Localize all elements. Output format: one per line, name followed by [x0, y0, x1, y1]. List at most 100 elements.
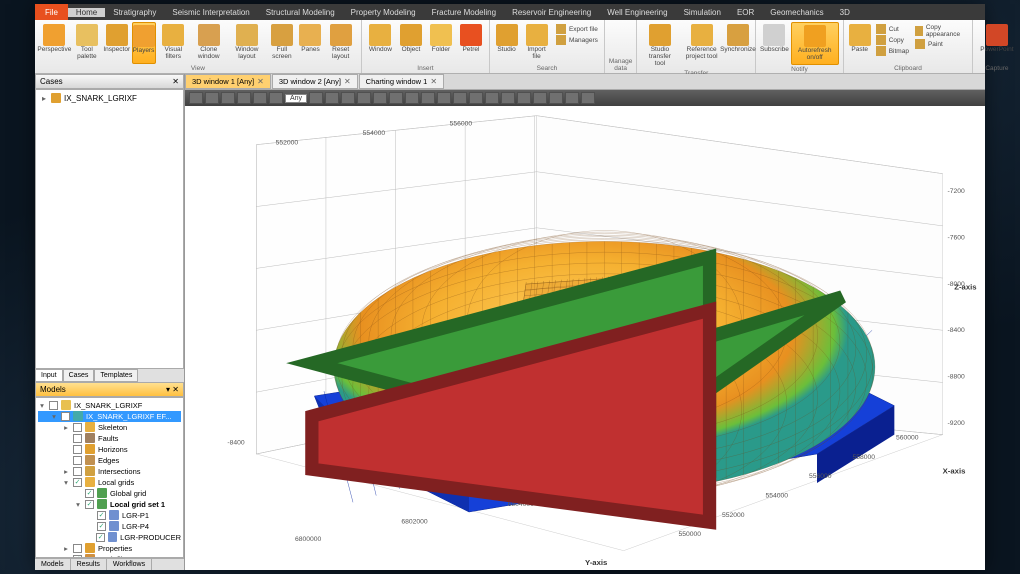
ribbon-players[interactable]: Players	[132, 22, 156, 64]
ribbon-window-layout[interactable]: Window layout	[228, 22, 265, 64]
view-tab[interactable]: Charting window 1✕	[359, 74, 444, 89]
tree-item[interactable]: ✓LGR-PRODUCER	[38, 532, 181, 543]
tool-btn[interactable]	[389, 92, 403, 104]
menu-tab-eor[interactable]: EOR	[729, 8, 762, 17]
panel-tab-cases[interactable]: Cases	[63, 369, 95, 382]
file-menu[interactable]: File	[35, 4, 68, 20]
view-tab[interactable]: 3D window 1 [Any]✕	[185, 74, 271, 89]
tool-btn[interactable]	[581, 92, 595, 104]
menu-tab-reservoir-engineering[interactable]: Reservoir Engineering	[504, 8, 599, 17]
3d-viewport[interactable]: X-axisY-axisZ-axis-7200-7600-8000-8400-8…	[185, 106, 985, 570]
ribbon-synchronize[interactable]: Synchronize	[725, 22, 751, 69]
tree-item[interactable]: ▾IX_SNARK_LGRIXF EF...	[38, 411, 181, 422]
tree-item[interactable]: ✓Global grid	[38, 488, 181, 499]
menu-tab-fracture-modeling[interactable]: Fracture Modeling	[424, 8, 504, 17]
tree-item[interactable]: Edges	[38, 455, 181, 466]
tool-btn[interactable]	[341, 92, 355, 104]
tree-item[interactable]: ▾IX_SNARK_LGRIXF	[38, 400, 181, 411]
tree-item[interactable]: ▸Properties	[38, 543, 181, 554]
tool-btn[interactable]	[373, 92, 387, 104]
bottom-tab-workflows[interactable]: Workflows	[107, 559, 152, 570]
tree-item[interactable]: ▸Skeleton	[38, 422, 181, 433]
ribbon-managers[interactable]: Managers	[554, 35, 600, 45]
ribbon-studio[interactable]: Studio	[494, 22, 519, 64]
menu-tab-geomechanics[interactable]: Geomechanics	[762, 8, 831, 17]
menu-tab-simulation[interactable]: Simulation	[676, 8, 729, 17]
tool-btn[interactable]	[501, 92, 515, 104]
close-icon[interactable]: ✕	[172, 77, 179, 86]
tree-item[interactable]: Faults	[38, 433, 181, 444]
tool-btn[interactable]	[533, 92, 547, 104]
menu-tab-property-modeling[interactable]: Property Modeling	[343, 8, 424, 17]
ribbon-tool-palette[interactable]: Tool palette	[72, 22, 102, 64]
ribbon-clone-window[interactable]: Clone window	[191, 22, 227, 64]
panel-tab-input[interactable]: Input	[35, 369, 63, 382]
menu-tab-structural-modeling[interactable]: Structural Modeling	[258, 8, 343, 17]
ribbon-inspector[interactable]: Inspector	[104, 22, 130, 64]
tool-btn[interactable]	[485, 92, 499, 104]
bottom-tab-results[interactable]: Results	[71, 559, 107, 570]
bottom-tab-models[interactable]: Models	[35, 559, 71, 570]
ribbon-export-file[interactable]: Export file	[554, 24, 600, 34]
tree-item[interactable]: ▸Intersections	[38, 466, 181, 477]
tool-btn[interactable]	[437, 92, 451, 104]
ribbon-folder[interactable]: Folder	[427, 22, 455, 64]
menu-tab-3d[interactable]: 3D	[832, 8, 858, 17]
ribbon-studio-transfer-tool[interactable]: Studio transfer tool	[641, 22, 678, 69]
menu-tab-well-engineering[interactable]: Well Engineering	[599, 8, 675, 17]
tool-btn[interactable]	[405, 92, 419, 104]
tree-item[interactable]: ▾✓Local grids	[38, 477, 181, 488]
tool-btn[interactable]	[517, 92, 531, 104]
ribbon-reference-project-tool[interactable]: Reference project tool	[681, 22, 723, 69]
compass-icon[interactable]	[185, 106, 977, 562]
tool-btn[interactable]	[237, 92, 251, 104]
tree-item[interactable]: ✓LGR-P1	[38, 510, 181, 521]
tool-btn[interactable]	[453, 92, 467, 104]
ribbon-copy[interactable]: Copy	[874, 35, 911, 45]
tool-btn[interactable]	[565, 92, 579, 104]
tool-btn[interactable]	[205, 92, 219, 104]
tool-btn[interactable]	[309, 92, 323, 104]
any-selector[interactable]: Any	[285, 94, 307, 103]
menu-tab-stratigraphy[interactable]: Stratigraphy	[105, 8, 164, 17]
tree-item[interactable]: ✓LGR-P4	[38, 521, 181, 532]
ribbon-full-screen[interactable]: Full screen	[267, 22, 296, 64]
tool-btn[interactable]	[357, 92, 371, 104]
ribbon-paste[interactable]: Paste	[848, 22, 872, 64]
ribbon-perspective[interactable]: Perspective	[39, 22, 70, 64]
ribbon-import-file[interactable]: Import file	[521, 22, 552, 64]
tool-btn[interactable]	[269, 92, 283, 104]
tool-btn[interactable]	[549, 92, 563, 104]
menu-bar: File HomeStratigraphySeismic Interpretat…	[35, 4, 985, 20]
menu-tab-home[interactable]: Home	[68, 8, 105, 17]
cases-panel-header: Cases ✕	[35, 74, 184, 89]
close-icon[interactable]: ✕	[257, 77, 264, 86]
ribbon-visual-filters[interactable]: Visual filters	[158, 22, 189, 64]
panel-tab-templates[interactable]: Templates	[94, 369, 138, 382]
ribbon-panes[interactable]: Panes	[298, 22, 322, 64]
ribbon-reset-layout[interactable]: Reset layout	[324, 22, 356, 64]
tree-item[interactable]: ▾✓Local grid set 1	[38, 499, 181, 510]
view-tab[interactable]: 3D window 2 [Any]✕	[272, 74, 358, 89]
tool-btn[interactable]	[325, 92, 339, 104]
tool-btn[interactable]	[221, 92, 235, 104]
ribbon-window[interactable]: Window	[366, 22, 395, 64]
ribbon-bitmap[interactable]: Bitmap	[874, 46, 911, 56]
tree-item[interactable]: Horizons	[38, 444, 181, 455]
ribbon-subscribe[interactable]: Subscribe	[760, 22, 788, 65]
tool-btn[interactable]	[253, 92, 267, 104]
tool-btn[interactable]	[421, 92, 435, 104]
view-tabs: 3D window 1 [Any]✕3D window 2 [Any]✕Char…	[185, 74, 985, 90]
close-icon[interactable]: ▾ ✕	[166, 385, 179, 394]
close-icon[interactable]: ✕	[344, 77, 351, 86]
close-icon[interactable]: ✕	[430, 77, 437, 86]
case-item[interactable]: ▸ IX_SNARK_LGRIXF	[38, 92, 181, 104]
ribbon-autorefresh-on-off[interactable]: Autorefresh on/off	[791, 22, 839, 65]
ribbon-object[interactable]: Object	[397, 22, 425, 64]
tool-btn[interactable]	[189, 92, 203, 104]
menu-tab-seismic-interpretation[interactable]: Seismic Interpretation	[164, 8, 257, 17]
ribbon-petrel[interactable]: Petrel	[457, 22, 485, 64]
ribbon-cut[interactable]: Cut	[874, 24, 911, 34]
ribbon-powerpoint[interactable]: PowerPoint	[977, 22, 1016, 64]
tool-btn[interactable]	[469, 92, 483, 104]
